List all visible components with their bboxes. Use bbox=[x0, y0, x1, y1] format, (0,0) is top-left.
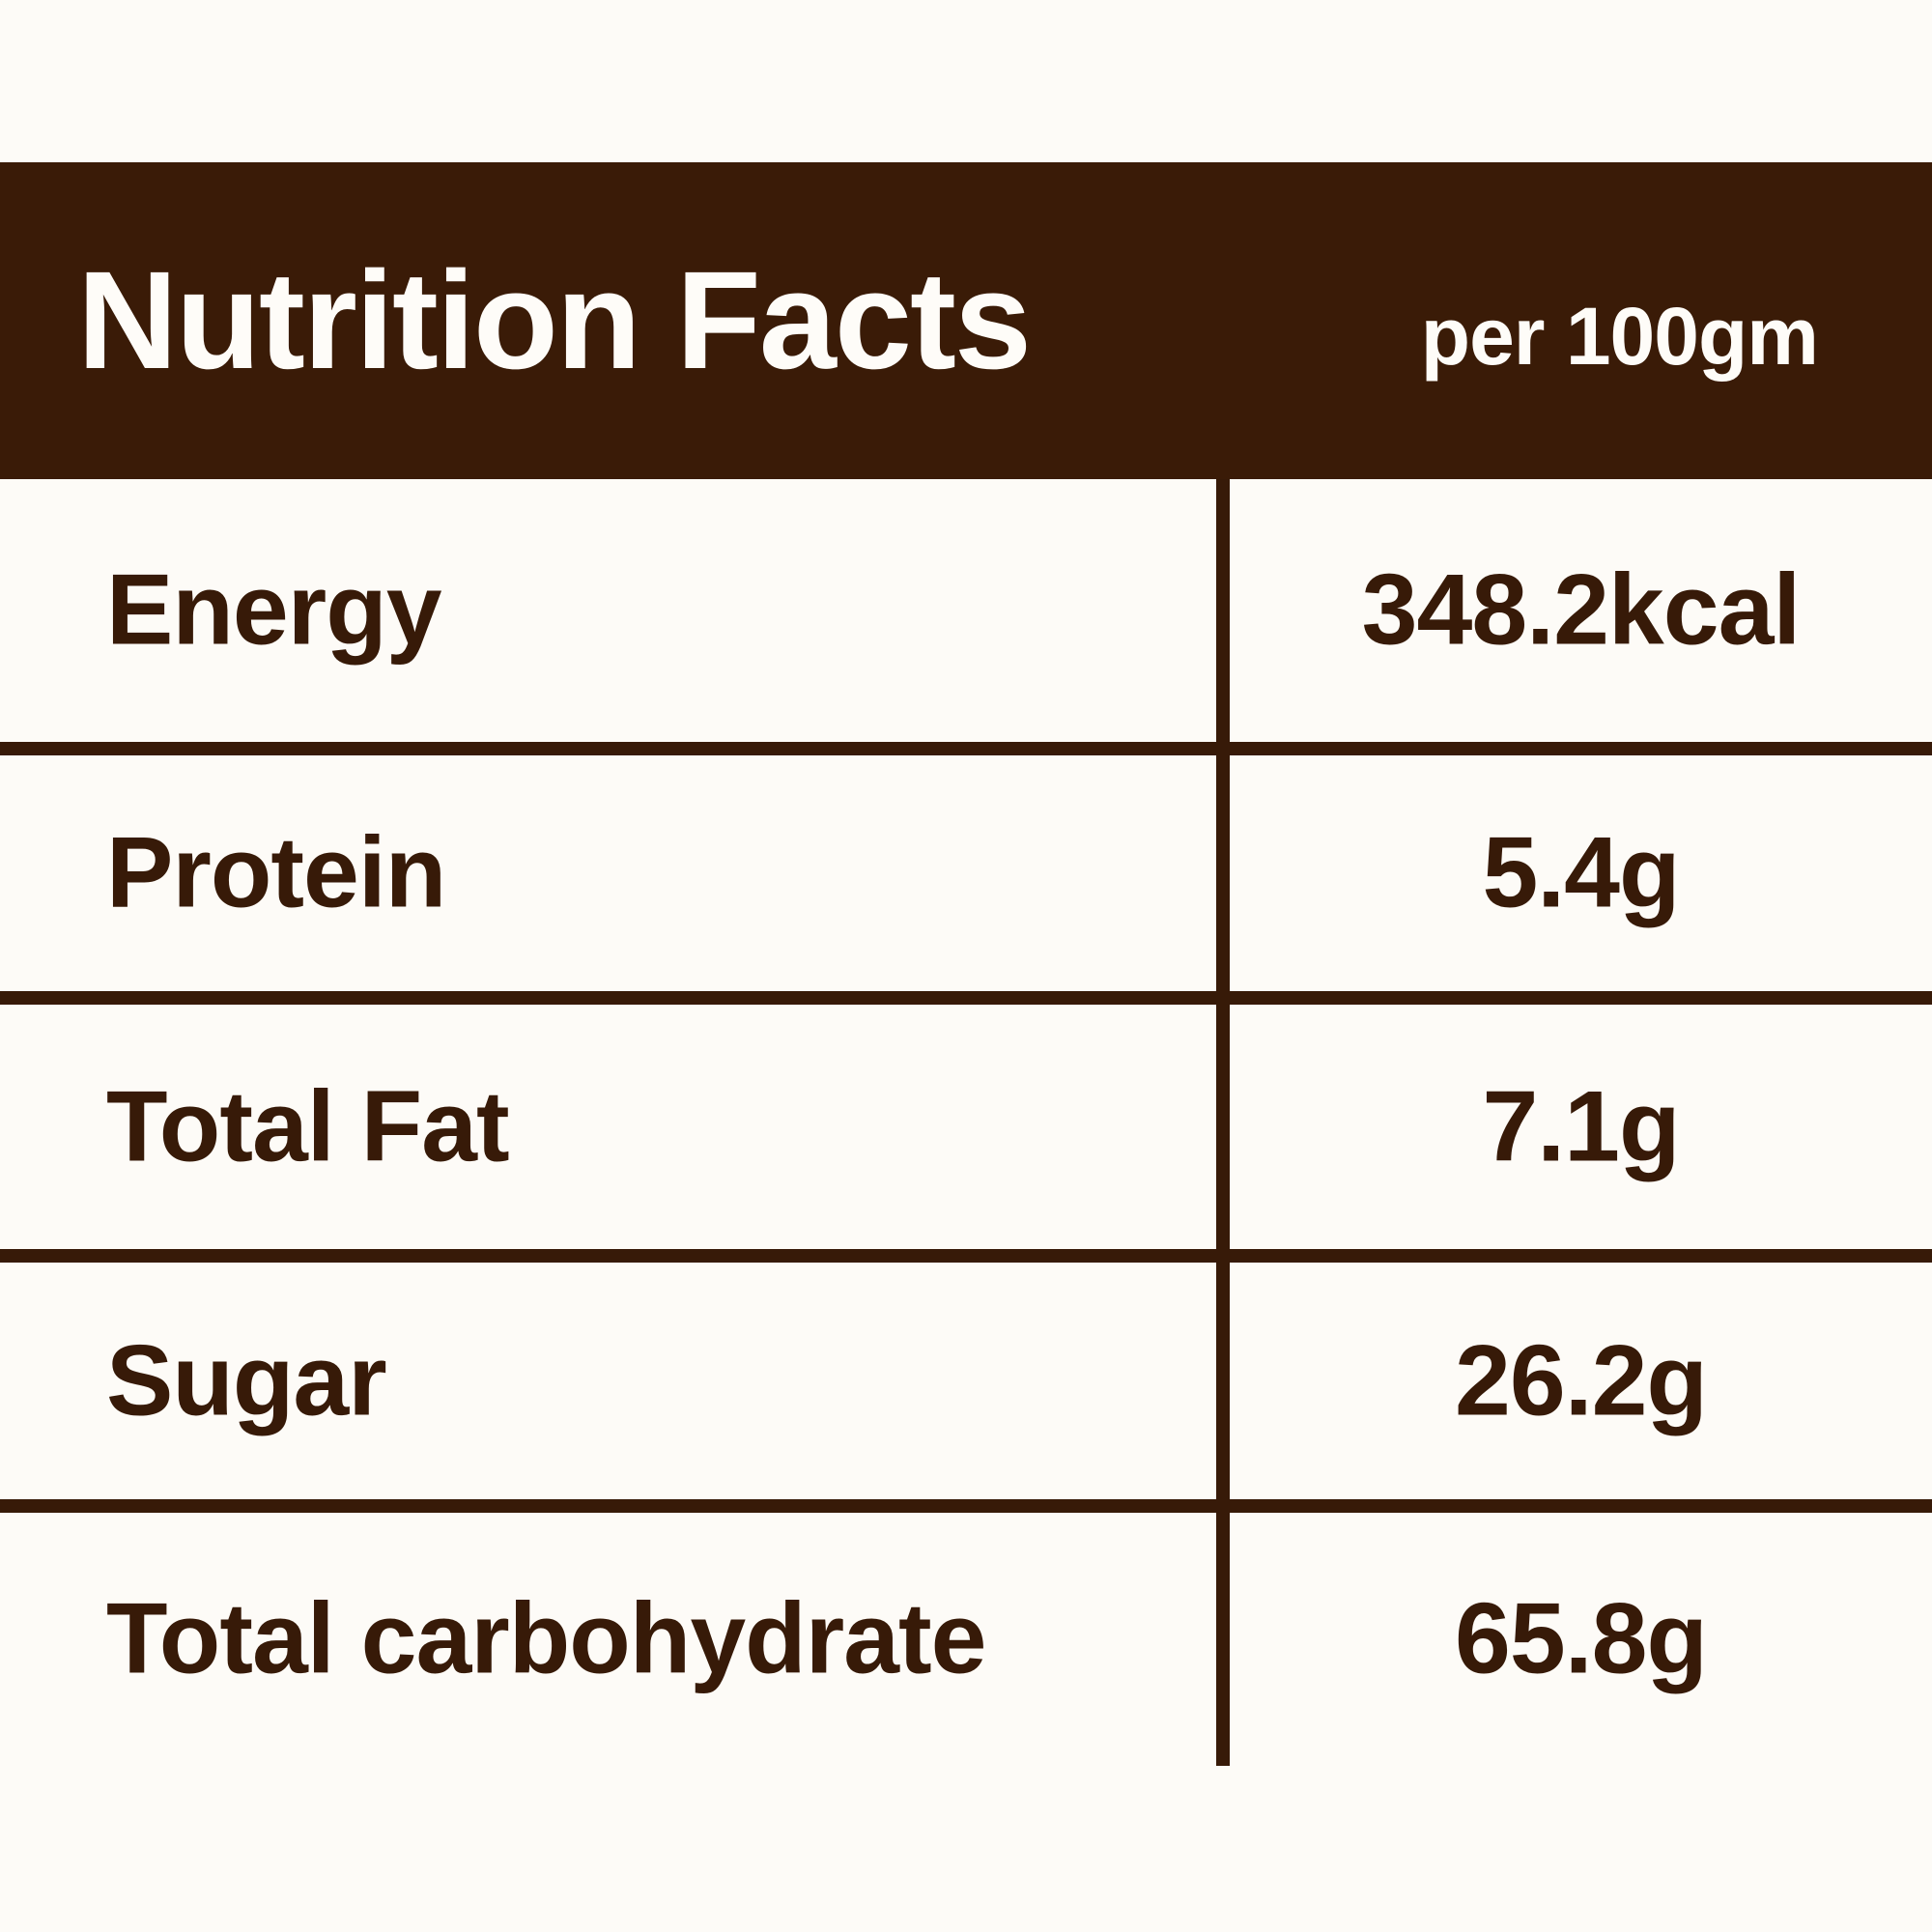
row-divider bbox=[0, 742, 1932, 755]
row-value: 5.4g bbox=[1482, 816, 1680, 929]
row-divider bbox=[0, 1499, 1932, 1513]
table-row-energy: Energy 348.2kcal bbox=[0, 479, 1932, 742]
table-row-total-carbohydrate: Total carbohydrate 65.8g bbox=[0, 1513, 1932, 1766]
column-divider bbox=[1216, 479, 1230, 1766]
row-label: Energy bbox=[106, 554, 442, 667]
row-value: 7.1g bbox=[1482, 1070, 1680, 1182]
serving-size-label: per 100gm bbox=[1420, 290, 1819, 382]
row-value: 65.8g bbox=[1455, 1582, 1708, 1695]
table-row-protein: Protein 5.4g bbox=[0, 755, 1932, 991]
row-label: Protein bbox=[106, 816, 446, 929]
row-value: 348.2kcal bbox=[1361, 554, 1802, 667]
row-label: Sugar bbox=[106, 1324, 387, 1436]
table-row-sugar: Sugar 26.2g bbox=[0, 1263, 1932, 1499]
table-row-total-fat: Total Fat 7.1g bbox=[0, 1005, 1932, 1249]
row-label: Total Fat bbox=[106, 1070, 510, 1182]
row-label: Total carbohydrate bbox=[106, 1582, 986, 1695]
row-divider bbox=[0, 991, 1932, 1005]
nutrition-table: Energy 348.2kcal Protein 5.4g Total Fat … bbox=[0, 479, 1932, 1766]
page-title: Nutrition Facts bbox=[77, 242, 1032, 398]
header-bar: Nutrition Facts per 100gm bbox=[0, 162, 1932, 479]
row-value: 26.2g bbox=[1455, 1324, 1708, 1436]
row-divider bbox=[0, 1249, 1932, 1263]
